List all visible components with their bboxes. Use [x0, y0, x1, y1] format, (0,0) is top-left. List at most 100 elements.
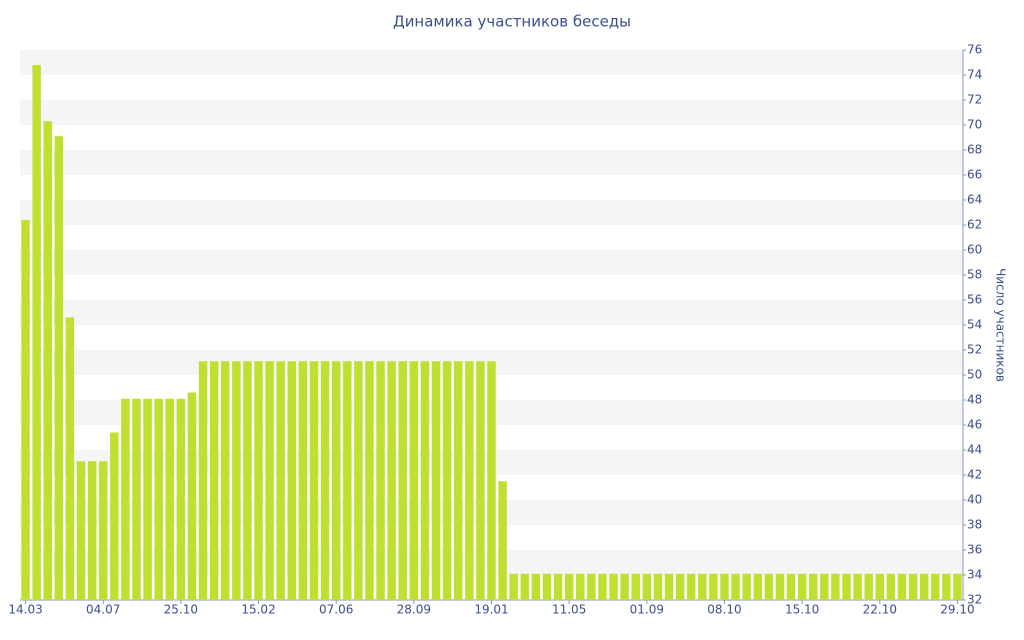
bar: [864, 573, 873, 600]
x-tick-label: 07.06: [319, 603, 353, 617]
bar: [753, 573, 762, 600]
bar: [265, 361, 274, 600]
bar: [553, 573, 563, 600]
bar: [176, 398, 186, 600]
bar: [531, 573, 541, 600]
x-tick-label: 28.09: [397, 603, 431, 617]
bar: [764, 573, 774, 600]
bar: [187, 392, 197, 600]
bar: [631, 573, 640, 600]
y-tick-label: 74: [967, 68, 982, 82]
bar: [809, 573, 818, 600]
bar: [209, 361, 219, 600]
bar: [110, 432, 119, 600]
bar: [542, 573, 552, 600]
bar: [842, 573, 851, 600]
bar: [243, 361, 252, 600]
y-tick-label: 40: [967, 493, 982, 507]
bar: [87, 461, 97, 600]
bar: [476, 361, 485, 600]
bar: [498, 481, 507, 600]
y-tick-label: 60: [967, 243, 982, 257]
bar: [98, 461, 108, 600]
bar: [376, 361, 385, 600]
bar: [354, 361, 363, 600]
bar: [298, 361, 308, 600]
bar: [564, 573, 574, 600]
bar: [720, 573, 729, 600]
y-tick-label: 50: [967, 368, 982, 382]
bar: [731, 573, 740, 600]
bar: [653, 573, 663, 600]
y-tick-label: 76: [967, 43, 982, 57]
y-tick-label: 46: [967, 418, 982, 432]
bar: [165, 398, 174, 600]
y-tick-label: 38: [967, 518, 982, 532]
bar: [576, 573, 585, 600]
bar: [343, 361, 352, 600]
bar: [76, 461, 86, 600]
bar: [675, 573, 685, 600]
y-tick-label: 70: [967, 118, 982, 132]
bar: [365, 361, 374, 600]
bar: [897, 573, 907, 600]
bar: [908, 573, 918, 600]
y-tick-label: 48: [967, 393, 982, 407]
bar: [154, 398, 163, 600]
bar: [686, 573, 696, 600]
bar: [698, 573, 707, 600]
bar: [775, 573, 785, 600]
bar: [942, 573, 951, 600]
bar: [465, 361, 474, 600]
bar: [198, 361, 208, 600]
grid-band: [20, 250, 963, 275]
bar: [953, 573, 962, 600]
x-tick-label: 22.10: [863, 603, 897, 617]
x-tick-label: 14.03: [8, 603, 42, 617]
y-tick-label: 54: [967, 318, 982, 332]
grid-band: [20, 100, 963, 125]
bar: [875, 573, 885, 600]
bar: [642, 573, 652, 600]
bar: [853, 573, 862, 600]
bar: [398, 361, 407, 600]
y-tick-label: 64: [967, 193, 982, 207]
bar: [287, 361, 297, 600]
x-tick-label: 29.10: [940, 603, 974, 617]
bar: [487, 361, 496, 600]
bar: [132, 398, 141, 600]
bar: [409, 361, 419, 600]
bar: [309, 361, 319, 600]
x-tick-label: 25.10: [164, 603, 198, 617]
y-tick-label: 42: [967, 468, 982, 482]
grid-band: [20, 300, 963, 325]
bar: [331, 361, 341, 600]
y-tick-label: 52: [967, 343, 982, 357]
grid-band: [20, 200, 963, 225]
bar: [387, 361, 396, 600]
bar: [431, 361, 441, 600]
bar: [32, 65, 41, 600]
x-tick-label: 04.07: [86, 603, 120, 617]
bar: [276, 361, 285, 600]
bar: [65, 317, 75, 600]
bar: [886, 573, 896, 600]
x-tick-label: 15.10: [785, 603, 819, 617]
y-tick-label: 44: [967, 443, 982, 457]
bar: [520, 573, 529, 600]
y-tick-label: 34: [967, 568, 982, 582]
y-tick-label: 68: [967, 143, 982, 157]
y-tick-label: 58: [967, 268, 982, 282]
x-tick-label: 15.02: [241, 603, 275, 617]
bar: [420, 361, 430, 600]
bar: [454, 361, 463, 600]
chart-title: Динамика участников беседы: [393, 13, 631, 31]
bar: [664, 573, 674, 600]
y-tick-label: 62: [967, 218, 982, 232]
x-tick-label: 19.01: [474, 603, 508, 617]
bar: [54, 136, 64, 600]
bar: [587, 573, 596, 600]
bar: [742, 573, 751, 600]
y-axis-label: Число участников: [994, 268, 1008, 382]
